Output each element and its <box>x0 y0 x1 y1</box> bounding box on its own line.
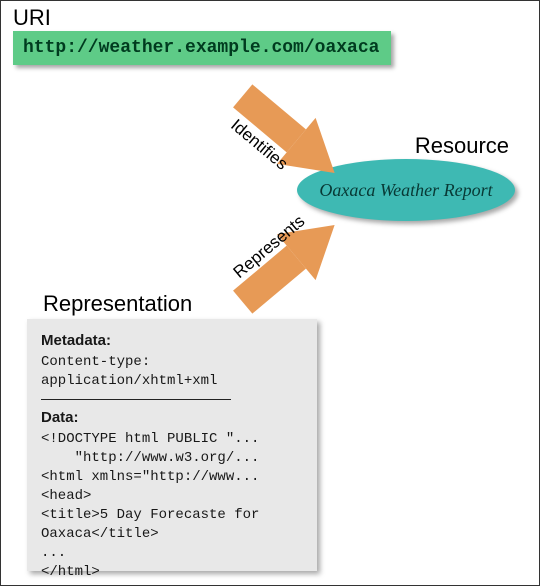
data-lines: <!DOCTYPE html PUBLIC "... "http://www.w… <box>41 430 303 581</box>
resource-section-label: Resource <box>415 133 509 159</box>
metadata-title: Metadata: <box>41 331 303 351</box>
data-title: Data: <box>41 408 303 428</box>
uri-box: http://weather.example.com/oaxaca <box>13 31 391 65</box>
uri-section-label: URI <box>13 5 51 31</box>
divider <box>41 399 231 400</box>
representation-box: Metadata: Content-type: application/xhtm… <box>27 319 317 571</box>
identifies-arrow: Identifies <box>191 73 351 183</box>
metadata-lines: Content-type: application/xhtml+xml <box>41 353 303 391</box>
represents-arrow: Represents <box>206 207 356 317</box>
uri-value: http://weather.example.com/oaxaca <box>23 38 379 58</box>
representation-section-label: Representation <box>43 291 192 317</box>
diagram-canvas: URI http://weather.example.com/oaxaca Re… <box>0 0 540 586</box>
